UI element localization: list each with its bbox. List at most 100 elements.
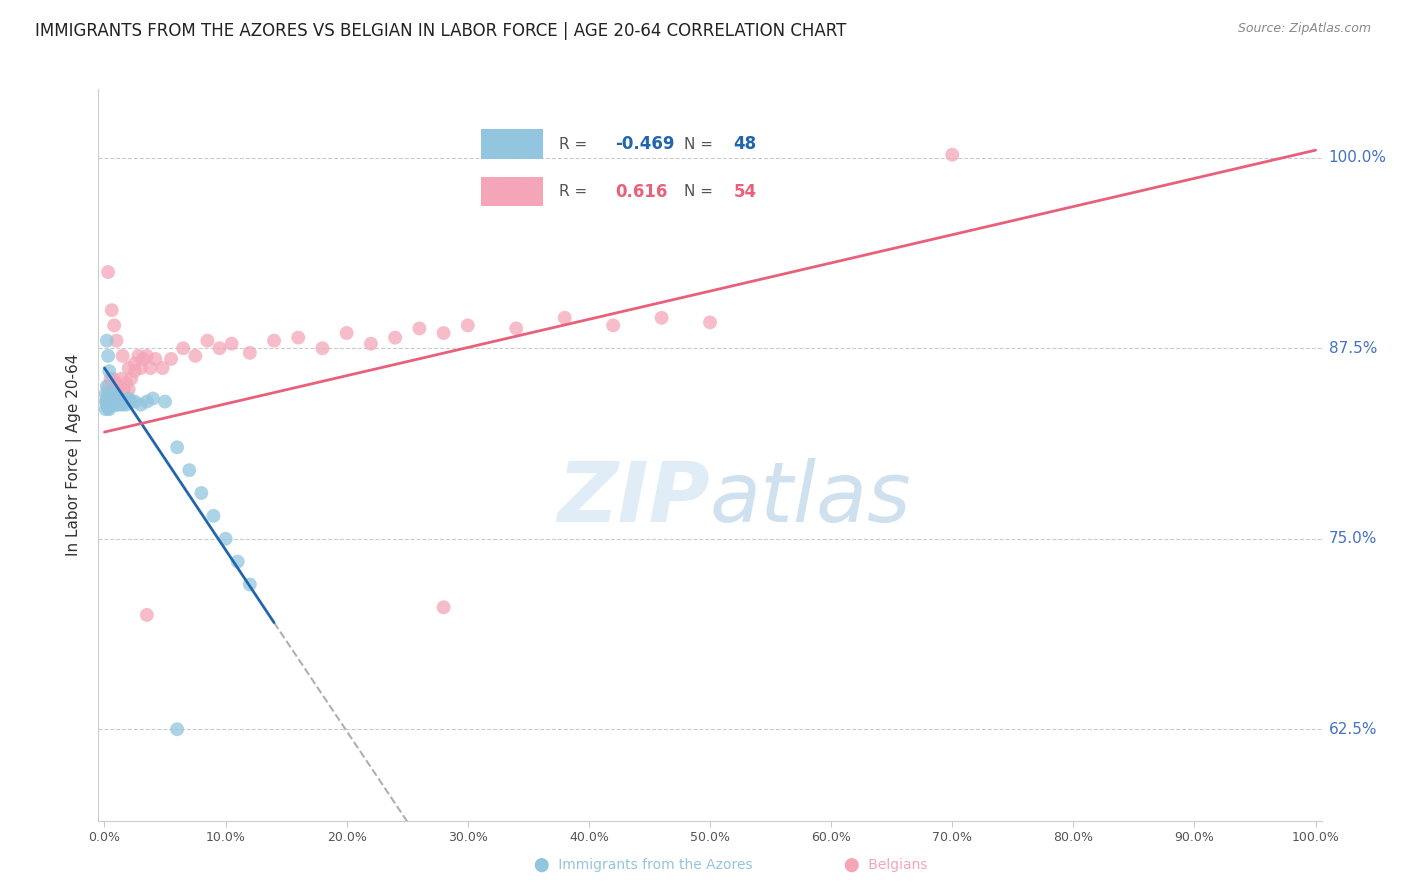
Point (432, 600, 454, 615)
Point (132, 351, 155, 366)
Point (103, 394, 125, 409)
Point (239, 577, 262, 591)
FancyBboxPatch shape (481, 129, 543, 159)
Point (160, 351, 183, 366)
Point (197, 334, 219, 348)
Point (118, 361, 141, 376)
Point (96, 392, 118, 406)
Point (129, 398, 152, 412)
Point (115, 376, 138, 391)
Point (110, 394, 132, 409)
Point (105, 398, 128, 412)
Point (100, 398, 122, 412)
Text: 48: 48 (734, 135, 756, 153)
Point (208, 341, 231, 355)
Point (336, 326, 359, 340)
Point (112, 394, 135, 409)
Point (94, 394, 117, 409)
Point (263, 334, 285, 348)
Point (100, 394, 122, 409)
Point (152, 361, 174, 376)
Text: ZIP: ZIP (557, 458, 710, 540)
Point (107, 394, 129, 409)
Point (699, 315, 721, 329)
Point (153, 394, 176, 409)
Point (602, 318, 624, 333)
Point (184, 349, 207, 363)
Point (142, 392, 165, 406)
Point (135, 394, 157, 409)
Point (100, 379, 122, 393)
Point (110, 372, 132, 386)
Point (111, 398, 134, 412)
Point (98, 394, 121, 409)
Point (101, 372, 124, 386)
Point (96, 394, 118, 409)
Text: 54: 54 (734, 183, 756, 201)
Point (96, 334, 118, 348)
Text: R =: R = (558, 136, 592, 152)
Point (98, 387, 121, 401)
Point (166, 722, 188, 736)
Text: 0.616: 0.616 (614, 183, 668, 201)
Point (98, 402, 121, 417)
Point (97, 387, 120, 401)
Point (651, 310, 673, 325)
Point (287, 330, 309, 344)
Point (105, 387, 128, 401)
Point (104, 376, 127, 391)
Text: IMMIGRANTS FROM THE AZORES VS BELGIAN IN LABOR FORCE | AGE 20-64 CORRELATION CHA: IMMIGRANTS FROM THE AZORES VS BELGIAN IN… (35, 22, 846, 40)
Point (100, 387, 122, 401)
Point (311, 341, 333, 355)
Point (172, 341, 194, 355)
Point (110, 392, 132, 406)
Text: ⬤  Belgians: ⬤ Belgians (844, 858, 927, 872)
Text: N =: N = (683, 184, 717, 199)
Point (100, 392, 122, 406)
Point (118, 392, 141, 406)
Point (97, 394, 120, 409)
Point (408, 321, 430, 335)
Point (111, 349, 134, 363)
Text: atlas: atlas (710, 458, 911, 540)
Point (505, 321, 527, 335)
Point (432, 326, 454, 340)
Text: N =: N = (683, 136, 717, 152)
Point (108, 379, 131, 393)
Text: ⬤  Immigrants from the Azores: ⬤ Immigrants from the Azores (534, 858, 752, 872)
Point (101, 392, 124, 406)
Point (105, 392, 128, 406)
Point (129, 361, 152, 376)
Point (97, 401, 120, 415)
Point (143, 351, 166, 366)
Point (239, 346, 262, 360)
Point (120, 394, 142, 409)
Text: -0.469: -0.469 (614, 135, 675, 153)
Point (554, 310, 576, 325)
Point (384, 330, 406, 344)
Text: Source: ZipAtlas.com: Source: ZipAtlas.com (1237, 22, 1371, 36)
Point (124, 364, 146, 378)
Point (179, 463, 201, 477)
Point (457, 318, 479, 333)
Point (98, 364, 121, 378)
Point (104, 398, 127, 412)
Y-axis label: In Labor Force | Age 20-64: In Labor Force | Age 20-64 (66, 354, 83, 556)
Point (135, 349, 157, 363)
Point (94, 387, 117, 401)
Point (103, 394, 125, 409)
Point (97, 265, 120, 279)
Point (118, 383, 141, 397)
Point (360, 336, 382, 351)
Point (103, 318, 125, 333)
Point (100, 303, 122, 318)
Point (124, 356, 146, 370)
Text: 62.5%: 62.5% (1329, 722, 1376, 737)
Point (94, 402, 117, 417)
Point (105, 334, 128, 348)
Text: 87.5%: 87.5% (1329, 341, 1376, 356)
Point (166, 440, 188, 454)
Point (96, 379, 118, 393)
Point (108, 398, 131, 412)
Point (97, 379, 120, 393)
